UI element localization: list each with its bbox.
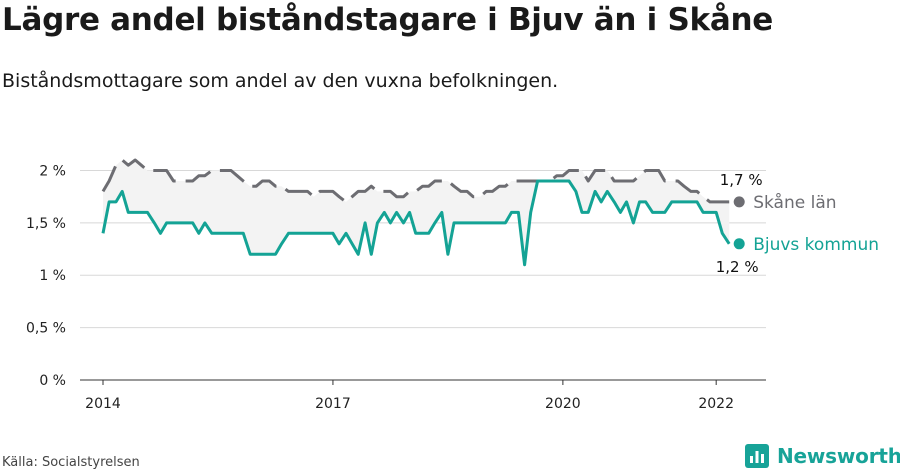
x-tick-label: 2022 (698, 396, 734, 412)
axes: 0 % 0,5 % 1 % 1,5 % 2 % 2014 2017 2020 2022 (26, 163, 766, 412)
x-tick-label: 2020 (545, 396, 581, 412)
newsworthy-logo[interactable]: Newsworthy (745, 441, 900, 471)
series-line-bjuvs-kommun (101, 179, 731, 267)
end-value-label-skane-lan: 1,7 % (720, 171, 763, 189)
chart-title: Lägre andel biståndstagare i Bjuv än i S… (2, 2, 773, 38)
newsworthy-logo-icon (745, 444, 769, 468)
series-labels: Skåne län Bjuvs kommun 1,7 % 1,2 % (716, 171, 879, 276)
series-label-skane-lan: Skåne län (753, 192, 836, 213)
y-tick-label: 2 % (39, 163, 66, 179)
source-note: Källa: Socialstyrelsen (2, 455, 140, 470)
series-end-marker-skane-lan (733, 196, 745, 208)
series-line-skane-lan (101, 158, 730, 204)
x-tick-label: 2014 (85, 396, 121, 412)
series-label-bjuvs-kommun: Bjuvs kommun (753, 235, 879, 255)
series-lines (101, 158, 745, 267)
end-value-label-bjuvs-kommun: 1,2 % (716, 258, 759, 276)
newsworthy-brand-name: Newsworthy (777, 444, 900, 468)
x-tick-label: 2017 (315, 396, 351, 412)
chart-subtitle: Biståndsmottagare som andel av den vuxna… (2, 70, 559, 92)
y-tick-label: 1 % (39, 268, 66, 284)
y-tick-label: 0 % (39, 373, 66, 389)
y-tick-label: 0,5 % (26, 321, 66, 337)
y-tick-label: 1,5 % (26, 216, 66, 232)
series-end-marker-bjuvs-kommun (733, 238, 745, 250)
